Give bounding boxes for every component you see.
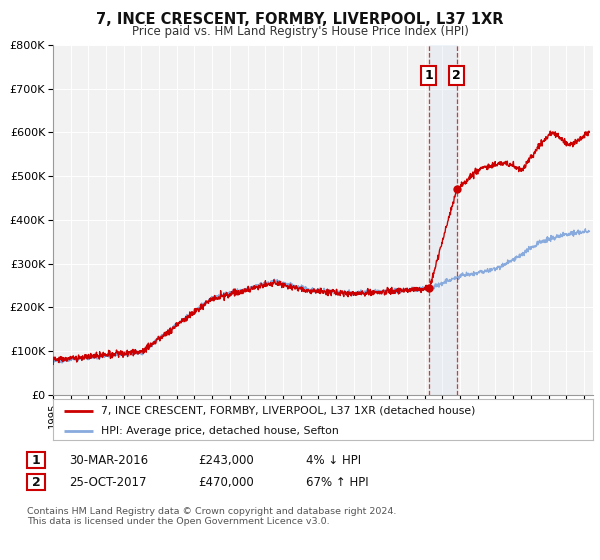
Text: 1: 1 <box>32 454 40 467</box>
Text: 30-MAR-2016: 30-MAR-2016 <box>69 454 148 467</box>
Text: 4% ↓ HPI: 4% ↓ HPI <box>306 454 361 467</box>
Text: 1: 1 <box>424 69 433 82</box>
Bar <box>429 45 457 395</box>
Text: £470,000: £470,000 <box>198 476 254 489</box>
Text: 7, INCE CRESCENT, FORMBY, LIVERPOOL, L37 1XR: 7, INCE CRESCENT, FORMBY, LIVERPOOL, L37… <box>96 12 504 27</box>
Text: 67% ↑ HPI: 67% ↑ HPI <box>306 476 368 489</box>
Text: Contains HM Land Registry data © Crown copyright and database right 2024.
This d: Contains HM Land Registry data © Crown c… <box>27 507 397 526</box>
Text: 25-OCT-2017: 25-OCT-2017 <box>69 476 146 489</box>
Text: HPI: Average price, detached house, Sefton: HPI: Average price, detached house, Seft… <box>101 426 339 436</box>
Text: 7, INCE CRESCENT, FORMBY, LIVERPOOL, L37 1XR (detached house): 7, INCE CRESCENT, FORMBY, LIVERPOOL, L37… <box>101 405 476 416</box>
Text: 2: 2 <box>452 69 461 82</box>
Text: 2: 2 <box>32 476 40 489</box>
Text: Price paid vs. HM Land Registry's House Price Index (HPI): Price paid vs. HM Land Registry's House … <box>131 25 469 38</box>
Text: £243,000: £243,000 <box>198 454 254 467</box>
